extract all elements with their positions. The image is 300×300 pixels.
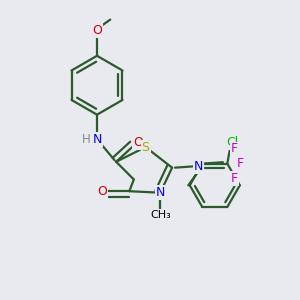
Text: O: O [98, 185, 107, 198]
Text: F: F [231, 172, 238, 185]
Text: F: F [231, 142, 238, 155]
Text: F: F [237, 157, 244, 170]
Text: N: N [92, 133, 102, 146]
Text: Cl: Cl [226, 136, 239, 149]
Text: N: N [156, 186, 165, 199]
Text: S: S [142, 141, 150, 154]
Text: O: O [92, 24, 102, 37]
Text: CH₃: CH₃ [150, 210, 171, 220]
Text: H: H [81, 133, 90, 146]
Text: N: N [194, 160, 203, 173]
Text: O: O [133, 136, 143, 149]
